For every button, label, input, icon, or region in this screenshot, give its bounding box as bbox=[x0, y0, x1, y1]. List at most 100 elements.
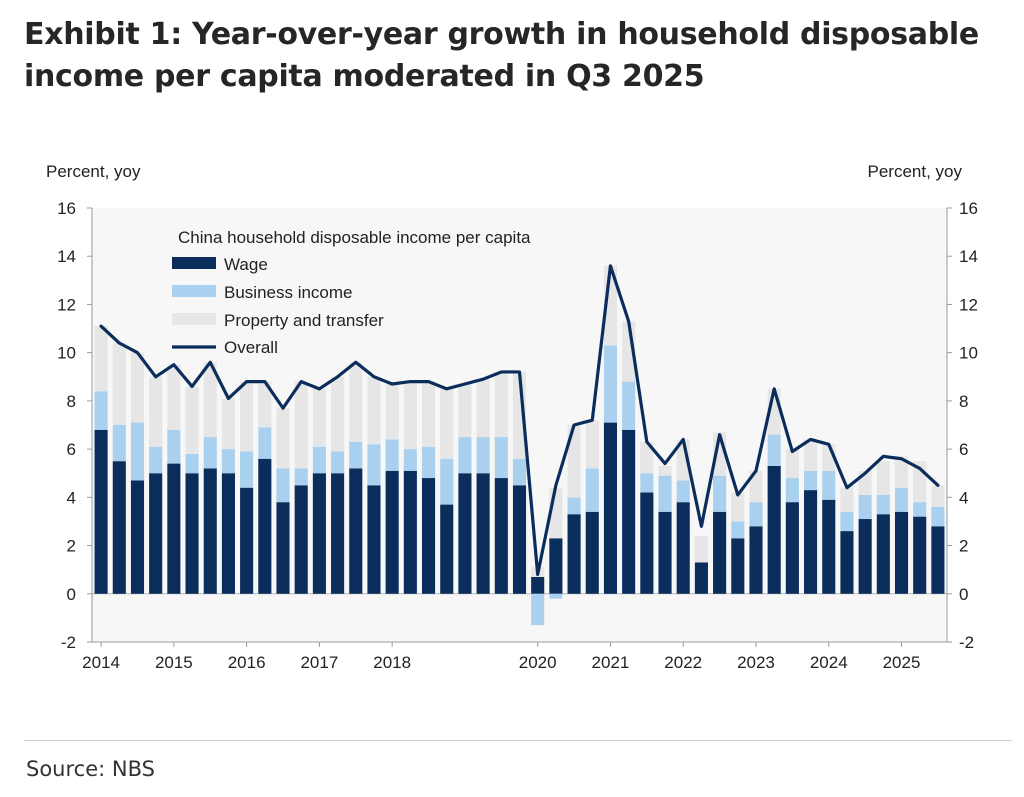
y-tick-label-left: 10 bbox=[57, 344, 76, 363]
bar-wage-2021Q3 bbox=[640, 492, 654, 594]
legend-label-property-and-transfer: Property and transfer bbox=[224, 311, 384, 330]
y-tick-label-left: 8 bbox=[67, 392, 76, 411]
bar-property-and-transfer-2019Q2 bbox=[476, 379, 490, 438]
bar-wage-2020Q4 bbox=[585, 511, 599, 594]
bar-business-income-2023Q1 bbox=[749, 502, 763, 527]
bar-property-and-transfer-2023Q1 bbox=[749, 470, 763, 503]
bar-property-and-transfer-2017Q3 bbox=[349, 362, 363, 442]
bar-business-income-2025Q1 bbox=[894, 487, 909, 512]
bar-property-and-transfer-2025Q3 bbox=[931, 485, 945, 507]
bar-business-income-2015Q3 bbox=[203, 437, 217, 469]
x-tick-label-2018: 2018 bbox=[373, 653, 411, 672]
bar-wage-2019Q1 bbox=[458, 473, 472, 594]
bar-business-income-2015Q2 bbox=[185, 453, 199, 474]
bar-property-and-transfer-2023Q3 bbox=[785, 449, 799, 479]
bar-wage-2025Q1 bbox=[894, 511, 909, 594]
bar-property-and-transfer-2021Q4 bbox=[658, 465, 672, 476]
x-tick-label-2024: 2024 bbox=[810, 653, 848, 672]
y-tick-label-right: 2 bbox=[959, 537, 968, 556]
bar-wage-2014Q3 bbox=[130, 480, 145, 594]
legend-swatch-property-and-transfer bbox=[172, 313, 216, 325]
y-tick-label-left: 16 bbox=[57, 199, 76, 218]
bar-wage-2018Q4 bbox=[440, 504, 454, 594]
legend: China household disposable income per ca… bbox=[172, 228, 531, 357]
bar-property-and-transfer-2014Q3 bbox=[130, 352, 145, 423]
bar-business-income-2024Q4 bbox=[876, 494, 890, 515]
bar-property-and-transfer-2025Q1 bbox=[894, 456, 909, 488]
bar-property-and-transfer-2016Q1 bbox=[240, 381, 254, 452]
bar-business-income-2017Q4 bbox=[367, 444, 381, 486]
y-tick-label-left: 2 bbox=[67, 537, 76, 556]
y-tick-label-right: 14 bbox=[959, 247, 978, 266]
bar-property-and-transfer-2017Q4 bbox=[367, 376, 381, 445]
y-axis-label-right: Percent, yoy bbox=[868, 162, 963, 181]
bar-business-income-2018Q1 bbox=[385, 439, 399, 471]
x-tick-label-2022: 2022 bbox=[664, 653, 702, 672]
bar-property-and-transfer-2020Q3 bbox=[567, 425, 581, 498]
bar-wage-2022Q3 bbox=[713, 511, 727, 594]
bar-business-income-2014Q2 bbox=[112, 425, 126, 462]
bar-wage-2023Q2 bbox=[767, 465, 781, 594]
bar-wage-2024Q4 bbox=[876, 514, 890, 594]
legend-title: China household disposable income per ca… bbox=[178, 228, 531, 247]
x-tick-label-2020: 2020 bbox=[519, 653, 557, 672]
bar-business-income-2016Q1 bbox=[240, 451, 254, 488]
y-tick-label-right: 6 bbox=[959, 440, 968, 459]
x-tick-label-2021: 2021 bbox=[592, 653, 630, 672]
y-tick-label-left: 0 bbox=[67, 585, 76, 604]
bar-wage-2014Q2 bbox=[112, 461, 126, 594]
x-tick-label-2014: 2014 bbox=[82, 653, 120, 672]
y-tick-label-left: 4 bbox=[67, 488, 76, 507]
x-tick-label-2025: 2025 bbox=[883, 653, 921, 672]
bar-wage-2019Q2 bbox=[476, 473, 490, 594]
bar-business-income-2014Q3 bbox=[130, 422, 145, 481]
y-axis-label-left: Percent, yoy bbox=[46, 162, 141, 181]
bar-property-and-transfer-2017Q1 bbox=[312, 388, 326, 447]
bar-property-and-transfer-2021Q3 bbox=[640, 441, 654, 474]
bar-business-income-2021Q4 bbox=[658, 475, 672, 512]
legend-swatch-business-income bbox=[172, 285, 216, 297]
bar-wage-2024Q3 bbox=[858, 519, 872, 594]
bar-wage-2016Q1 bbox=[240, 487, 254, 594]
y-tick-label-right: 10 bbox=[959, 344, 978, 363]
x-tick-label-2015: 2015 bbox=[155, 653, 193, 672]
bar-property-and-transfer-2019Q3 bbox=[494, 371, 508, 438]
bar-property-and-transfer-2018Q1 bbox=[385, 384, 399, 440]
y-ticks-left: -2 0 2 4 6 8 10 12 14 16 bbox=[57, 199, 92, 652]
bar-property-and-transfer-2014Q1 bbox=[94, 326, 108, 392]
bar-business-income-2018Q2 bbox=[403, 449, 417, 471]
bar-wage-2020Q3 bbox=[567, 514, 581, 594]
bar-wage-2017Q3 bbox=[349, 468, 363, 594]
y-tick-label-right: 8 bbox=[959, 392, 968, 411]
bar-wage-2024Q2 bbox=[840, 531, 854, 594]
bar-series bbox=[94, 265, 945, 626]
bar-property-and-transfer-2018Q4 bbox=[440, 388, 454, 459]
y-ticks-right: -2 0 2 4 6 8 10 12 14 16 bbox=[947, 199, 978, 652]
y-tick-label-right: 0 bbox=[959, 585, 968, 604]
bar-business-income-2018Q4 bbox=[440, 458, 454, 505]
bar-business-income-2015Q4 bbox=[221, 449, 235, 474]
bar-property-and-transfer-2024Q4 bbox=[876, 461, 890, 495]
bar-business-income-2023Q3 bbox=[785, 478, 799, 503]
bar-property-and-transfer-2015Q2 bbox=[185, 386, 199, 454]
bar-business-income-2020Q2 bbox=[549, 593, 563, 599]
bar-wage-2015Q2 bbox=[185, 473, 199, 594]
bar-business-income-2019Q1 bbox=[458, 437, 472, 474]
bar-wage-2018Q1 bbox=[385, 470, 399, 594]
bar-property-and-transfer-2018Q2 bbox=[403, 381, 417, 450]
bar-business-income-2025Q3 bbox=[931, 506, 945, 527]
bar-wage-2015Q1 bbox=[167, 463, 181, 594]
bar-business-income-2022Q1 bbox=[676, 480, 690, 503]
bar-wage-2016Q2 bbox=[258, 458, 272, 594]
bar-wage-2017Q2 bbox=[331, 473, 345, 594]
y-tick-label-left: -2 bbox=[61, 633, 76, 652]
bar-property-and-transfer-2024Q2 bbox=[840, 487, 854, 512]
bar-business-income-2024Q1 bbox=[822, 470, 836, 500]
bar-wage-2014Q1 bbox=[94, 429, 108, 594]
x-ticks: 2014 2015 2016 2017 2018 2020 2021 2022 2023 2024… bbox=[82, 642, 920, 672]
bar-wage-2022Q1 bbox=[676, 502, 690, 594]
bar-wage-2020Q2 bbox=[549, 538, 563, 594]
bar-wage-2019Q4 bbox=[512, 485, 527, 594]
page-title: Exhibit 1: Year-over-year growth in hous… bbox=[24, 17, 979, 94]
bar-wage-2021Q2 bbox=[622, 429, 636, 594]
